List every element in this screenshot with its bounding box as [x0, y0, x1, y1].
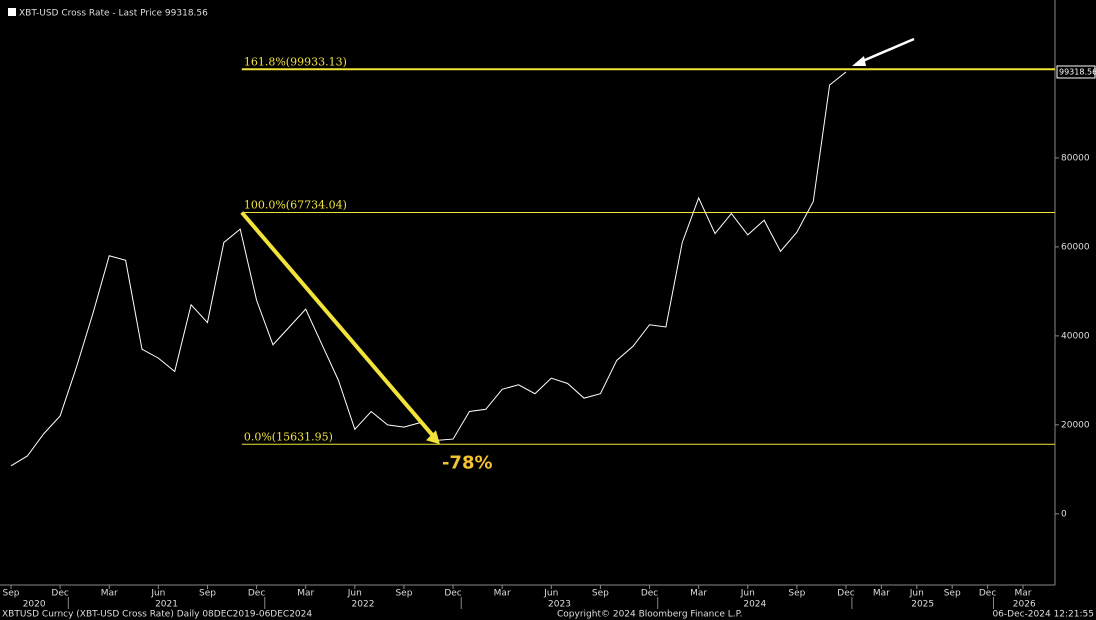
- legend-swatch: [8, 8, 16, 16]
- x-tick-label: Mar: [873, 589, 890, 599]
- fib-label: 161.8%(99933.13): [244, 55, 347, 68]
- x-tick-label: Dec: [248, 589, 265, 599]
- last-price-label: 99318.56: [1059, 67, 1096, 76]
- x-tick-label: Sep: [395, 589, 412, 599]
- drawdown-arrow: [240, 211, 438, 441]
- y-tick-label: 60000: [1061, 242, 1090, 252]
- y-tick-label: 0: [1061, 509, 1067, 519]
- x-tick-label: Jun: [909, 589, 924, 599]
- y-tick-label: 40000: [1061, 331, 1090, 341]
- x-tick-label: Dec: [51, 589, 68, 599]
- last-price-tag: [1056, 65, 1096, 79]
- year-label: 2023: [548, 600, 571, 610]
- x-tick-label: Mar: [690, 589, 707, 599]
- drawdown-arrow-head: [425, 430, 440, 445]
- year-label: 2021: [155, 600, 178, 610]
- drawdown-label: -78%: [442, 452, 493, 473]
- x-tick-label: Mar: [1015, 589, 1032, 599]
- x-tick-label: Sep: [788, 589, 805, 599]
- footer-center: Copyright© 2024 Bloomberg Finance L.P.: [557, 610, 742, 620]
- pointer-arrow-head: [852, 56, 866, 66]
- x-tick-label: Dec: [837, 589, 854, 599]
- x-tick-label: Mar: [297, 589, 314, 599]
- x-tick-label: Jun: [543, 589, 558, 599]
- x-tick-label: Dec: [444, 589, 461, 599]
- x-tick-label: Sep: [3, 589, 20, 599]
- year-label: 2022: [352, 600, 375, 610]
- x-tick-label: Jun: [740, 589, 755, 599]
- x-tick-label: Sep: [199, 589, 216, 599]
- footer-right: 06-Dec-2024 12:21:55: [992, 610, 1094, 620]
- pointer-arrow: [857, 37, 915, 65]
- y-tick-label: 20000: [1061, 420, 1090, 430]
- x-tick-label: Dec: [979, 589, 996, 599]
- year-label: 2024: [743, 600, 766, 610]
- fib-label: 100.0%(67734.04): [244, 198, 347, 211]
- x-tick-label: Sep: [592, 589, 609, 599]
- x-tick-label: Jun: [347, 589, 362, 599]
- x-tick-label: Mar: [101, 589, 118, 599]
- x-tick-label: Sep: [944, 589, 961, 599]
- fib-label: 0.0%(15631.95): [244, 430, 333, 443]
- chart-title: XBT-USD Cross Rate - Last Price 99318.56: [19, 9, 208, 19]
- year-label: 2020: [23, 600, 46, 610]
- x-tick-label: Jun: [150, 589, 165, 599]
- y-tick-label: 80000: [1061, 153, 1090, 163]
- year-label: 2025: [911, 600, 934, 610]
- footer-left: XBTUSD Curncy (XBT-USD Cross Rate) Daily…: [2, 610, 312, 620]
- year-label: 2026: [1013, 600, 1036, 610]
- x-tick-label: Mar: [494, 589, 511, 599]
- x-tick-label: Dec: [641, 589, 658, 599]
